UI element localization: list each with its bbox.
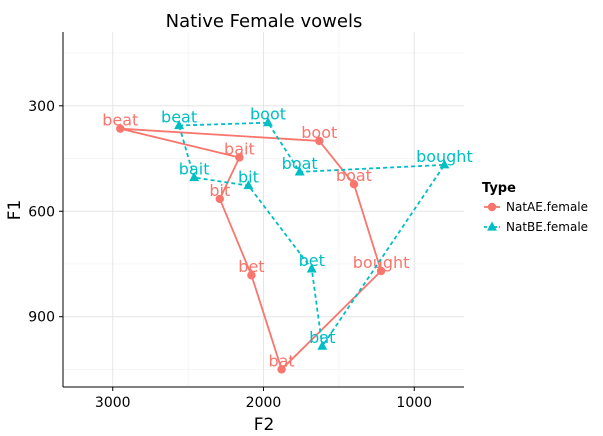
y-axis-label: F1	[5, 200, 25, 221]
point-label-bought: bought	[416, 147, 473, 166]
y-tick-label: 900	[28, 310, 55, 326]
data-point-boat	[294, 166, 305, 176]
x-tick-label: 3000	[95, 395, 131, 411]
point-label-beat: beat	[161, 107, 197, 126]
legend-title: Type	[482, 181, 516, 196]
series-NatBE.female: beat boot boat bought bat bet bit bait	[161, 105, 473, 350]
point-label-bat: bat	[268, 351, 294, 370]
point-label-bait: bait	[179, 160, 210, 179]
legend-key-marker	[487, 221, 497, 231]
point-label-bat: bat	[309, 328, 335, 347]
data-point-beat	[116, 124, 125, 133]
point-label-bait: bait	[224, 139, 255, 158]
data-point-bet	[306, 263, 317, 273]
x-tick-label: 1000	[396, 395, 432, 411]
point-label-bit: bit	[209, 181, 230, 200]
legend-entry-NatAE.female: NatAE.female	[484, 200, 588, 214]
data-point-bit	[215, 194, 224, 204]
point-label-boot: boot	[250, 105, 286, 124]
legend-key-marker	[487, 202, 497, 212]
legend-entry-label: NatAE.female	[506, 200, 588, 214]
data-point-bit	[243, 180, 254, 190]
data-point-boot	[315, 136, 324, 146]
data-point-bought	[376, 266, 386, 276]
data-point-bet	[247, 271, 256, 280]
x-tick-label: 2000	[246, 395, 282, 411]
data-point-bat	[317, 340, 328, 350]
point-label-bet: bet	[238, 257, 264, 276]
point-label-bet: bet	[299, 251, 325, 270]
data-point-bait	[235, 153, 244, 162]
series-NatAE.female: beat boot boat bought bat bet bit bait	[102, 111, 409, 374]
data-point-bought	[439, 159, 450, 169]
x-axis-ticks: 3000 2000 1000	[95, 387, 432, 411]
data-point-beat	[174, 119, 185, 130]
chart-title: Native Female vowels	[166, 11, 363, 32]
legend-entry-NatBE.female: NatBE.female	[484, 220, 588, 234]
x-axis-label: F2	[254, 415, 275, 435]
y-tick-label: 600	[28, 204, 55, 220]
point-label-boat: boat	[336, 166, 372, 185]
data-point-bait	[189, 172, 200, 182]
legend: Type NatAE.female NatBE.female	[482, 181, 588, 234]
grid-lines	[63, 32, 464, 387]
legend-entry-label: NatBE.female	[506, 220, 588, 234]
point-label-bit: bit	[238, 168, 259, 187]
point-label-beat: beat	[102, 111, 138, 130]
data-point-bat	[277, 365, 286, 374]
data-point-boat	[349, 179, 359, 189]
data-point-boot	[263, 117, 273, 127]
point-label-boat: boat	[282, 154, 318, 173]
y-tick-label: 300	[28, 99, 55, 115]
point-label-bought: bought	[353, 253, 410, 272]
point-label-boot: boot	[301, 123, 337, 142]
y-axis-ticks: 300 600 900	[28, 99, 63, 326]
